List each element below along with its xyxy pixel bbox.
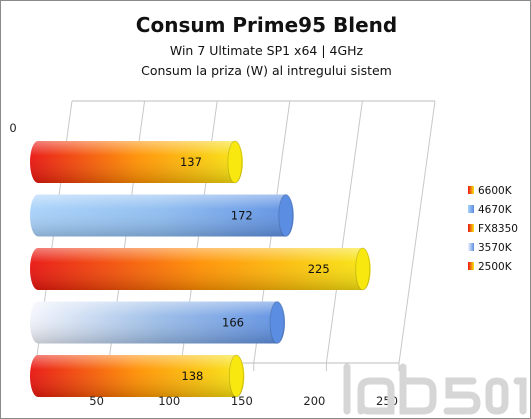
bar-shading <box>30 194 294 237</box>
chart-subtitle-line-2: Consum la priza (W) al intregului sistem <box>141 63 392 78</box>
bar-end-cap <box>269 301 285 344</box>
x-tick-label-0: 0 <box>9 121 16 135</box>
legend-item-6600K: 6600K <box>468 185 513 197</box>
bars: 137 172 225 166 138 <box>30 140 371 398</box>
legend-item-2500K: 2500K <box>468 261 513 273</box>
bar-shading <box>30 141 243 183</box>
legend: 6600K 4670K FX8350 3570K 2500K <box>468 185 518 273</box>
legend-label: FX8350 <box>478 223 518 235</box>
bar-value-label: 225 <box>308 262 330 276</box>
lab501-watermark <box>343 363 527 415</box>
bar-shading <box>30 248 371 290</box>
bar-value-label: 137 <box>180 155 202 169</box>
legend-label: 3570K <box>478 242 513 254</box>
bar-2500K: 138 <box>30 354 245 398</box>
bar-3570K: 166 <box>30 301 286 344</box>
legend-swatch <box>468 243 474 251</box>
bar-value-label: 166 <box>222 316 244 330</box>
bar-end-cap <box>355 247 371 291</box>
bar-shading <box>30 301 286 344</box>
legend-swatch <box>468 205 474 213</box>
legend-item-3570K: 3570K <box>468 242 513 254</box>
bar-end-cap <box>278 194 294 237</box>
bar-shading <box>30 355 245 397</box>
x-tick-label-150: 150 <box>231 394 253 408</box>
bar-end-cap <box>227 140 243 184</box>
bar-4670K: 172 <box>30 194 294 237</box>
x-tick-labels: 050 100 150 200 250 <box>9 121 398 408</box>
legend-label: 2500K <box>478 261 513 273</box>
x-tick-label-50: 50 <box>89 394 104 408</box>
legend-swatch <box>468 224 474 232</box>
legend-swatch <box>468 262 474 270</box>
legend-label: 6600K <box>478 185 513 197</box>
gridline-250 <box>398 100 436 364</box>
bar-value-label: 138 <box>181 369 203 383</box>
bar-FX8350: 225 <box>30 247 371 291</box>
x-tick-label-200: 200 <box>303 394 325 408</box>
legend-item-4670K: 4670K <box>468 204 513 216</box>
chart-subtitle-line-1: Win 7 Ultimate SP1 x64 | 4GHz <box>169 43 364 58</box>
bar-6600K: 137 <box>30 140 243 184</box>
legend-swatch <box>468 186 474 194</box>
gridline-200 <box>325 100 363 364</box>
legend-item-FX8350: FX8350 <box>468 223 518 235</box>
bar-value-label: 172 <box>231 209 253 223</box>
legend-label: 4670K <box>478 204 513 216</box>
chart-title: Consum Prime95 Blend <box>135 13 398 37</box>
x-tick-label-100: 100 <box>158 394 180 408</box>
bar-end-cap <box>228 354 244 398</box>
